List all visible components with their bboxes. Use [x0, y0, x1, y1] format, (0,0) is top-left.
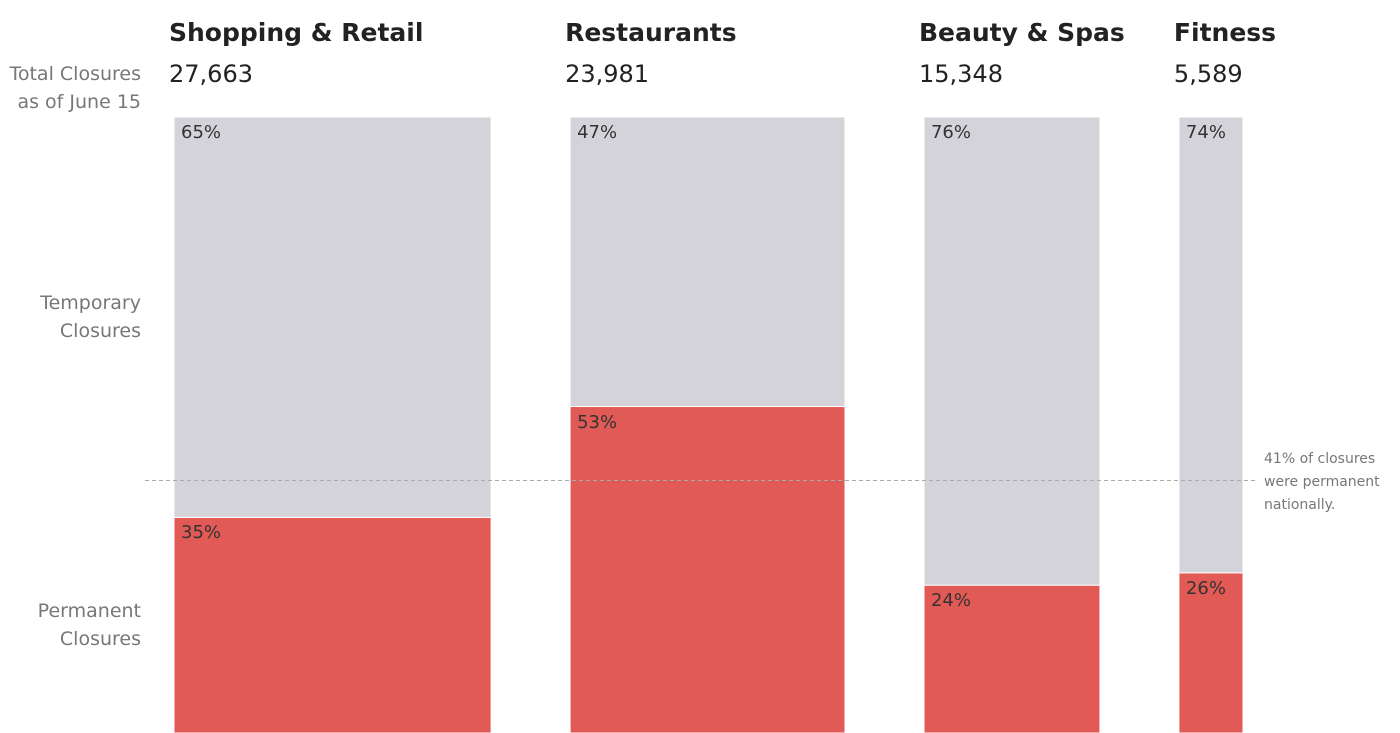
category-label: Fitness — [1173, 18, 1277, 47]
total-label: 23,981 — [565, 60, 650, 88]
total-label: 27,663 — [169, 60, 253, 88]
category-label: Beauty & Spas — [918, 18, 1125, 47]
bar-segment — [923, 584, 1101, 733]
value-label: 47% — [577, 122, 618, 143]
category-label: Restaurants — [565, 18, 737, 47]
value-label: 76% — [930, 122, 971, 143]
bar-segment — [173, 516, 492, 733]
totals-label: Total Closures as of June 15 — [9, 63, 141, 113]
bar-segment — [569, 116, 846, 408]
total-label: 5,589 — [1173, 60, 1243, 88]
bar-segment — [569, 406, 846, 733]
value-label: 26% — [1185, 577, 1226, 599]
total-label: 15,348 — [918, 60, 1003, 88]
category-label: Shopping & Retail — [169, 18, 424, 47]
bar-segment — [1178, 572, 1244, 733]
value-label: 24% — [930, 590, 971, 612]
reference-label: 41% of closures were permanent nationall… — [1264, 451, 1380, 514]
bar-segment — [173, 116, 492, 518]
bar-segment — [1178, 116, 1244, 574]
value-label: 35% — [181, 522, 222, 544]
bar-segment — [923, 116, 1101, 586]
legend-label: Permanent Closures — [37, 600, 141, 651]
value-label: 65% — [181, 122, 222, 143]
value-label: 74% — [1185, 122, 1226, 143]
value-label: 53% — [577, 411, 618, 433]
legend-label: Temporary Closures — [40, 292, 141, 343]
